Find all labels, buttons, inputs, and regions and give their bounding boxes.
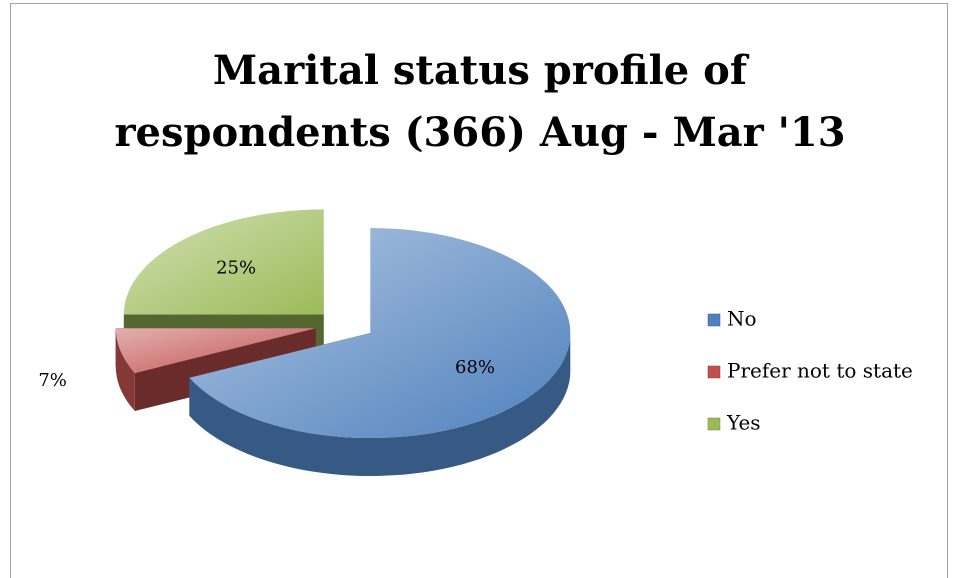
data-label: 25% (216, 257, 256, 278)
legend-label: Yes (726, 411, 761, 435)
slice-top (123, 209, 324, 315)
slice (189, 228, 571, 476)
chart-frame (10, 3, 948, 578)
data-label: 68% (455, 357, 495, 378)
slice-top (189, 228, 571, 438)
legend-swatch (707, 417, 721, 431)
legend-label: Prefer not to state (727, 359, 913, 383)
legend-swatch (707, 365, 721, 379)
chart-title: Marital status profile of respondents (3… (114, 47, 846, 156)
slice-wall (115, 328, 135, 411)
legend-swatch (707, 313, 721, 327)
data-label: 7% (38, 370, 67, 391)
legend-label: No (727, 307, 757, 331)
slice-wall (189, 333, 571, 476)
slice-top (115, 328, 316, 373)
